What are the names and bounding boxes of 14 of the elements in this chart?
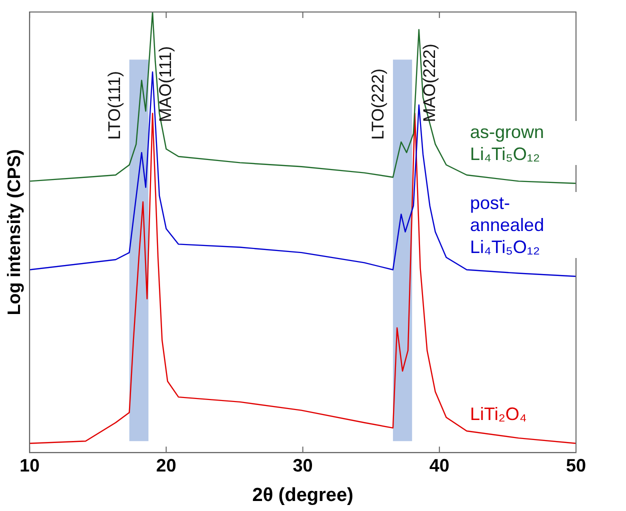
x-tick-label: 20 (156, 455, 176, 476)
series-label: post-annealed Li₄Ti₅O₁₂ (470, 192, 582, 258)
annotation: LTO(222) (368, 68, 388, 140)
annotation: MAO(222) (420, 44, 439, 122)
x-tick-label: 50 (566, 455, 586, 476)
annotation: MAO(111) (156, 46, 176, 122)
x-tick-label: 40 (429, 455, 450, 476)
x-tick-label: 30 (292, 455, 313, 476)
series-label: as-grown Li₄Ti₅O₁₂ (470, 121, 582, 166)
y-axis-title: Log intensity (CPS) (4, 149, 24, 316)
x-axis-title: 2θ (degree) (252, 484, 354, 506)
x-tick-label: 10 (20, 455, 40, 476)
annotation: LTO(111) (105, 71, 124, 140)
series-label: LiTi₂O₄ (470, 403, 527, 426)
